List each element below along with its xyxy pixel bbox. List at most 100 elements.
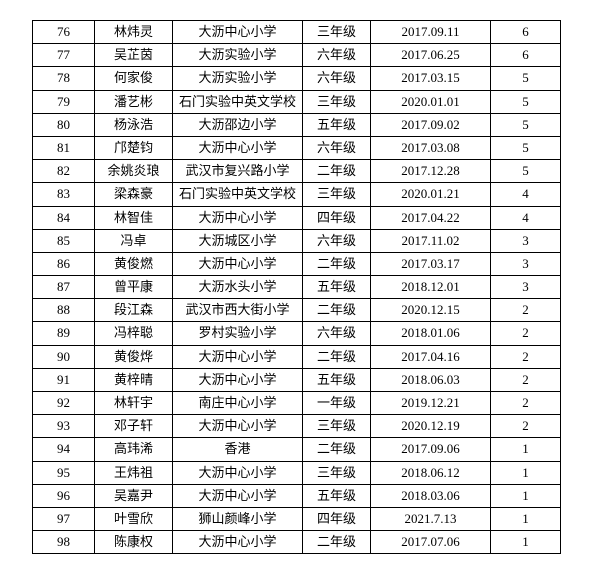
cell-score: 3 <box>491 229 561 252</box>
cell-school: 大沥中心小学 <box>173 345 303 368</box>
table-row: 81邝楚钧大沥中心小学六年级2017.03.085 <box>33 136 561 159</box>
cell-school: 大沥中心小学 <box>173 368 303 391</box>
cell-grade: 六年级 <box>303 44 371 67</box>
cell-score: 6 <box>491 44 561 67</box>
cell-date: 2017.03.15 <box>371 67 491 90</box>
cell-date: 2017.03.08 <box>371 136 491 159</box>
cell-school: 石门实验中英文学校 <box>173 90 303 113</box>
cell-school: 大沥水头小学 <box>173 276 303 299</box>
cell-idx: 76 <box>33 21 95 44</box>
cell-date: 2020.01.01 <box>371 90 491 113</box>
cell-grade: 二年级 <box>303 438 371 461</box>
cell-school: 南庄中心小学 <box>173 392 303 415</box>
cell-date: 2017.06.25 <box>371 44 491 67</box>
cell-idx: 77 <box>33 44 95 67</box>
cell-school: 大沥中心小学 <box>173 21 303 44</box>
cell-grade: 五年级 <box>303 113 371 136</box>
cell-score: 2 <box>491 345 561 368</box>
cell-grade: 三年级 <box>303 183 371 206</box>
cell-grade: 一年级 <box>303 392 371 415</box>
cell-school: 香港 <box>173 438 303 461</box>
cell-name: 邝楚钧 <box>95 136 173 159</box>
cell-grade: 六年级 <box>303 322 371 345</box>
table-row: 80杨泳浩大沥邵边小学五年级2017.09.025 <box>33 113 561 136</box>
cell-date: 2017.09.02 <box>371 113 491 136</box>
cell-idx: 78 <box>33 67 95 90</box>
cell-idx: 82 <box>33 160 95 183</box>
cell-school: 大沥中心小学 <box>173 461 303 484</box>
table-row: 92林轩宇南庄中心小学一年级2019.12.212 <box>33 392 561 415</box>
cell-score: 1 <box>491 507 561 530</box>
cell-date: 2018.01.06 <box>371 322 491 345</box>
cell-name: 余姚炎琅 <box>95 160 173 183</box>
cell-name: 曾平康 <box>95 276 173 299</box>
table-row: 97叶雪欣狮山颜峰小学四年级2021.7.131 <box>33 507 561 530</box>
table-row: 76林炜灵大沥中心小学三年级2017.09.116 <box>33 21 561 44</box>
cell-school: 罗村实验小学 <box>173 322 303 345</box>
table-row: 78何家俊大沥实验小学六年级2017.03.155 <box>33 67 561 90</box>
cell-name: 黄梓晴 <box>95 368 173 391</box>
cell-name: 梁森豪 <box>95 183 173 206</box>
cell-score: 1 <box>491 484 561 507</box>
cell-score: 5 <box>491 160 561 183</box>
cell-score: 1 <box>491 461 561 484</box>
cell-score: 3 <box>491 252 561 275</box>
cell-date: 2017.09.11 <box>371 21 491 44</box>
cell-grade: 二年级 <box>303 299 371 322</box>
cell-date: 2020.12.19 <box>371 415 491 438</box>
cell-name: 何家俊 <box>95 67 173 90</box>
table-row: 82余姚炎琅武汉市复兴路小学二年级2017.12.285 <box>33 160 561 183</box>
cell-grade: 五年级 <box>303 484 371 507</box>
cell-school: 大沥中心小学 <box>173 484 303 507</box>
cell-idx: 95 <box>33 461 95 484</box>
cell-grade: 六年级 <box>303 136 371 159</box>
cell-date: 2021.7.13 <box>371 507 491 530</box>
table-row: 96吴嘉尹大沥中心小学五年级2018.03.061 <box>33 484 561 507</box>
cell-name: 王炜祖 <box>95 461 173 484</box>
cell-date: 2018.12.01 <box>371 276 491 299</box>
cell-score: 2 <box>491 322 561 345</box>
cell-grade: 五年级 <box>303 276 371 299</box>
cell-school: 狮山颜峰小学 <box>173 507 303 530</box>
cell-name: 潘艺彬 <box>95 90 173 113</box>
cell-grade: 四年级 <box>303 206 371 229</box>
cell-date: 2020.01.21 <box>371 183 491 206</box>
table-row: 85冯卓大沥城区小学六年级2017.11.023 <box>33 229 561 252</box>
cell-school: 大沥中心小学 <box>173 136 303 159</box>
cell-idx: 86 <box>33 252 95 275</box>
cell-score: 2 <box>491 392 561 415</box>
cell-idx: 89 <box>33 322 95 345</box>
cell-name: 黄俊燃 <box>95 252 173 275</box>
cell-school: 武汉市复兴路小学 <box>173 160 303 183</box>
table-row: 89冯梓聪罗村实验小学六年级2018.01.062 <box>33 322 561 345</box>
cell-idx: 91 <box>33 368 95 391</box>
cell-grade: 四年级 <box>303 507 371 530</box>
cell-date: 2020.12.15 <box>371 299 491 322</box>
cell-score: 4 <box>491 206 561 229</box>
cell-idx: 81 <box>33 136 95 159</box>
cell-school: 大沥实验小学 <box>173 67 303 90</box>
cell-grade: 三年级 <box>303 415 371 438</box>
cell-grade: 六年级 <box>303 229 371 252</box>
table-row: 86黄俊燃大沥中心小学二年级2017.03.173 <box>33 252 561 275</box>
cell-score: 5 <box>491 136 561 159</box>
table-row: 88段江森武汉市西大街小学二年级2020.12.152 <box>33 299 561 322</box>
cell-score: 6 <box>491 21 561 44</box>
cell-grade: 二年级 <box>303 345 371 368</box>
cell-name: 林炜灵 <box>95 21 173 44</box>
cell-school: 武汉市西大街小学 <box>173 299 303 322</box>
cell-idx: 88 <box>33 299 95 322</box>
table-row: 84林智佳大沥中心小学四年级2017.04.224 <box>33 206 561 229</box>
cell-idx: 83 <box>33 183 95 206</box>
cell-school: 大沥中心小学 <box>173 531 303 554</box>
table-row: 77吴芷茵大沥实验小学六年级2017.06.256 <box>33 44 561 67</box>
cell-name: 杨泳浩 <box>95 113 173 136</box>
cell-name: 黄俊烨 <box>95 345 173 368</box>
cell-school: 大沥实验小学 <box>173 44 303 67</box>
cell-grade: 三年级 <box>303 90 371 113</box>
cell-grade: 六年级 <box>303 67 371 90</box>
table-row: 79潘艺彬石门实验中英文学校三年级2020.01.015 <box>33 90 561 113</box>
cell-score: 5 <box>491 90 561 113</box>
table-row: 95王炜祖大沥中心小学三年级2018.06.121 <box>33 461 561 484</box>
cell-school: 大沥邵边小学 <box>173 113 303 136</box>
